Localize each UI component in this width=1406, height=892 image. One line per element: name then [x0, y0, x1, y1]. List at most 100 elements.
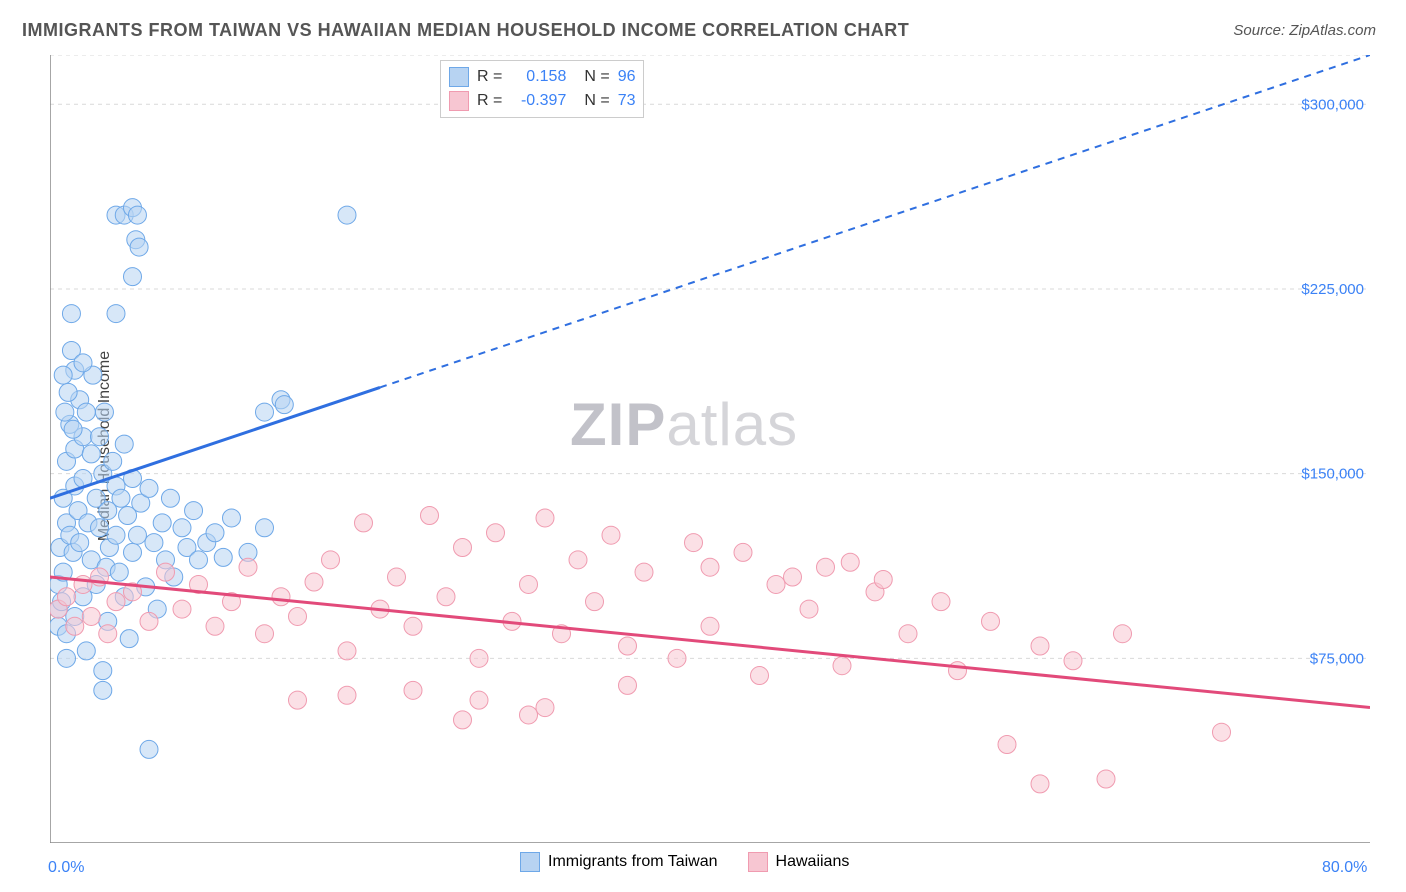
- scatter-point: [932, 593, 950, 611]
- n-label: N =: [584, 92, 609, 110]
- scatter-point: [58, 588, 76, 606]
- scatter-point: [256, 519, 274, 537]
- scatter-point: [161, 489, 179, 507]
- legend-swatch: [520, 852, 540, 872]
- r-value: 0.158: [510, 68, 566, 86]
- scatter-point: [91, 428, 109, 446]
- scatter-point: [949, 662, 967, 680]
- scatter-point: [784, 568, 802, 586]
- scatter-point: [338, 686, 356, 704]
- scatter-point: [71, 534, 89, 552]
- scatter-point: [54, 366, 72, 384]
- scatter-point: [206, 524, 224, 542]
- scatter-point: [355, 514, 373, 532]
- scatter-point: [77, 403, 95, 421]
- stats-legend-row: R = -0.397 N = 73: [449, 89, 635, 113]
- scatter-point: [124, 268, 142, 286]
- scatter-point: [734, 543, 752, 561]
- scatter-point: [487, 524, 505, 542]
- scatter-point: [128, 526, 146, 544]
- scatter-point: [95, 403, 113, 421]
- scatter-point: [74, 575, 92, 593]
- scatter-point: [1064, 652, 1082, 670]
- scatter-point: [124, 543, 142, 561]
- scatter-point: [140, 740, 158, 758]
- scatter-point: [404, 617, 422, 635]
- n-value: 96: [618, 68, 636, 86]
- scatter-point: [62, 305, 80, 323]
- scatter-point: [322, 551, 340, 569]
- chart-container: IMMIGRANTS FROM TAIWAN VS HAWAIIAN MEDIA…: [0, 0, 1406, 892]
- n-label: N =: [584, 68, 609, 86]
- scatter-point: [833, 657, 851, 675]
- scatter-point: [1031, 775, 1049, 793]
- y-tick-label: $300,000: [1301, 96, 1364, 113]
- legend-swatch: [748, 852, 768, 872]
- scatter-point: [668, 649, 686, 667]
- scatter-point: [841, 553, 859, 571]
- scatter-point: [404, 681, 422, 699]
- scatter-point: [110, 563, 128, 581]
- scatter-point: [91, 519, 109, 537]
- scatter-point: [800, 600, 818, 618]
- scatter-point: [536, 509, 554, 527]
- scatter-point: [94, 681, 112, 699]
- r-value: -0.397: [510, 92, 566, 110]
- scatter-point: [145, 534, 163, 552]
- r-label: R =: [477, 92, 502, 110]
- scatter-point: [289, 691, 307, 709]
- scatter-point: [66, 617, 84, 635]
- scatter-point: [767, 575, 785, 593]
- source-label: Source:: [1233, 22, 1289, 39]
- stats-legend: R = 0.158 N = 96 R = -0.397 N = 73: [440, 60, 644, 118]
- scatter-point: [223, 509, 241, 527]
- y-tick-label: $225,000: [1301, 281, 1364, 298]
- scatter-point: [99, 625, 117, 643]
- scatter-point: [64, 420, 82, 438]
- n-value: 73: [618, 92, 636, 110]
- scatter-point: [982, 612, 1000, 630]
- scatter-point: [82, 607, 100, 625]
- scatter-point: [619, 676, 637, 694]
- scatter-point: [421, 506, 439, 524]
- scatter-point: [586, 593, 604, 611]
- scatter-point: [82, 445, 100, 463]
- r-label: R =: [477, 68, 502, 86]
- scatter-point: [185, 502, 203, 520]
- scatter-point: [602, 526, 620, 544]
- legend-label: Hawaiians: [776, 853, 850, 871]
- y-tick-label: $150,000: [1301, 466, 1364, 483]
- scatter-point: [520, 575, 538, 593]
- scatter-point: [751, 667, 769, 685]
- scatter-point: [685, 534, 703, 552]
- stats-legend-row: R = 0.158 N = 96: [449, 65, 635, 89]
- scatter-point: [874, 571, 892, 589]
- scatter-point: [635, 563, 653, 581]
- scatter-point: [701, 558, 719, 576]
- scatter-point: [998, 736, 1016, 754]
- scatter-point: [59, 383, 77, 401]
- source-name: ZipAtlas.com: [1289, 22, 1376, 39]
- scatter-point: [153, 514, 171, 532]
- scatter-point: [104, 452, 122, 470]
- scatter-point: [338, 206, 356, 224]
- scatter-point: [388, 568, 406, 586]
- scatter-point: [470, 649, 488, 667]
- scatter-point: [569, 551, 587, 569]
- scatter-point: [206, 617, 224, 635]
- scatter-point: [520, 706, 538, 724]
- scatter-point: [470, 691, 488, 709]
- scatter-point: [112, 489, 130, 507]
- source-attribution: Source: ZipAtlas.com: [1233, 22, 1376, 39]
- legend-swatch: [449, 67, 469, 87]
- scatter-point: [107, 593, 125, 611]
- chart-title: IMMIGRANTS FROM TAIWAN VS HAWAIIAN MEDIA…: [22, 20, 909, 41]
- scatter-point: [619, 637, 637, 655]
- legend-item: Immigrants from Taiwan: [520, 852, 718, 872]
- scatter-point: [214, 548, 232, 566]
- scatter-point: [77, 642, 95, 660]
- scatter-point: [107, 305, 125, 323]
- legend-item: Hawaiians: [748, 852, 850, 872]
- y-tick-label: $75,000: [1310, 650, 1364, 667]
- scatter-point: [289, 607, 307, 625]
